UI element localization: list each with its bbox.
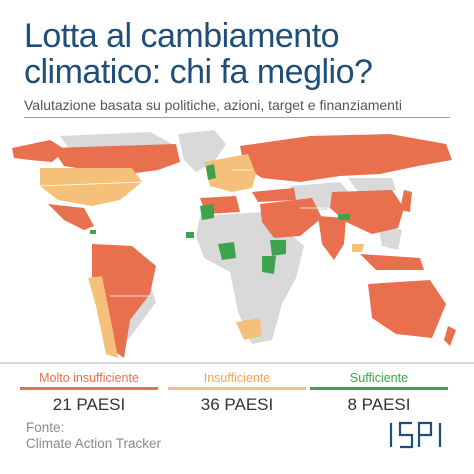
legend-molto-insufficiente: Molto insufficiente 21 PAESI: [20, 370, 158, 416]
new-zealand: [444, 326, 456, 346]
alaska: [12, 140, 66, 162]
costa-rica: [90, 230, 96, 234]
title-line-2: climatico: chi fa meglio?: [24, 53, 373, 91]
source-note: Fonte: Climate Action Tracker: [26, 420, 161, 452]
morocco: [200, 204, 214, 220]
australia: [368, 280, 446, 338]
united-kingdom: [206, 164, 216, 180]
mexico: [48, 204, 94, 230]
kenya: [262, 256, 276, 274]
nepal: [338, 214, 350, 220]
legend-sufficiente: Sufficiente 8 PAESI: [310, 370, 448, 416]
nigeria: [218, 242, 236, 260]
russia: [240, 134, 452, 182]
ethiopia: [270, 240, 286, 256]
china: [330, 190, 404, 234]
legend-bar: [310, 387, 448, 390]
map-subtitle: Valutazione basata su politiche, azioni,…: [24, 96, 450, 118]
legend-bar: [168, 387, 306, 390]
legend-insufficiente: Insufficiente 36 PAESI: [168, 370, 306, 416]
source-label: Fonte:: [26, 420, 65, 435]
peru-chile: [88, 276, 118, 358]
europe: [204, 154, 256, 192]
usa: [40, 168, 142, 206]
mongolia: [348, 178, 396, 192]
legend-count: 8 PAESI: [347, 395, 411, 414]
legend-label: Molto insufficiente: [39, 371, 139, 385]
antarctica-strip: [0, 362, 474, 364]
map-title: Lotta al cambiamento climatico: chi fa m…: [24, 18, 454, 90]
legend-bar: [20, 387, 158, 390]
world-map: [0, 130, 474, 364]
ispi-logo: [389, 421, 442, 449]
legend-count: 21 PAESI: [52, 395, 126, 414]
south-africa: [236, 318, 262, 340]
title-line-1: Lotta al cambiamento: [24, 17, 340, 55]
japan-korea: [400, 190, 412, 212]
source-name: Climate Action Tracker: [26, 436, 162, 451]
legend-label: Insufficiente: [203, 371, 271, 385]
indonesia: [360, 254, 424, 270]
canada: [52, 144, 180, 174]
turkey-central: [252, 188, 296, 202]
gambia: [186, 232, 194, 238]
singapore-region: [352, 244, 364, 252]
legend-count: 36 PAESI: [200, 395, 274, 414]
india: [318, 216, 346, 260]
legend-label: Sufficiente: [349, 371, 409, 385]
